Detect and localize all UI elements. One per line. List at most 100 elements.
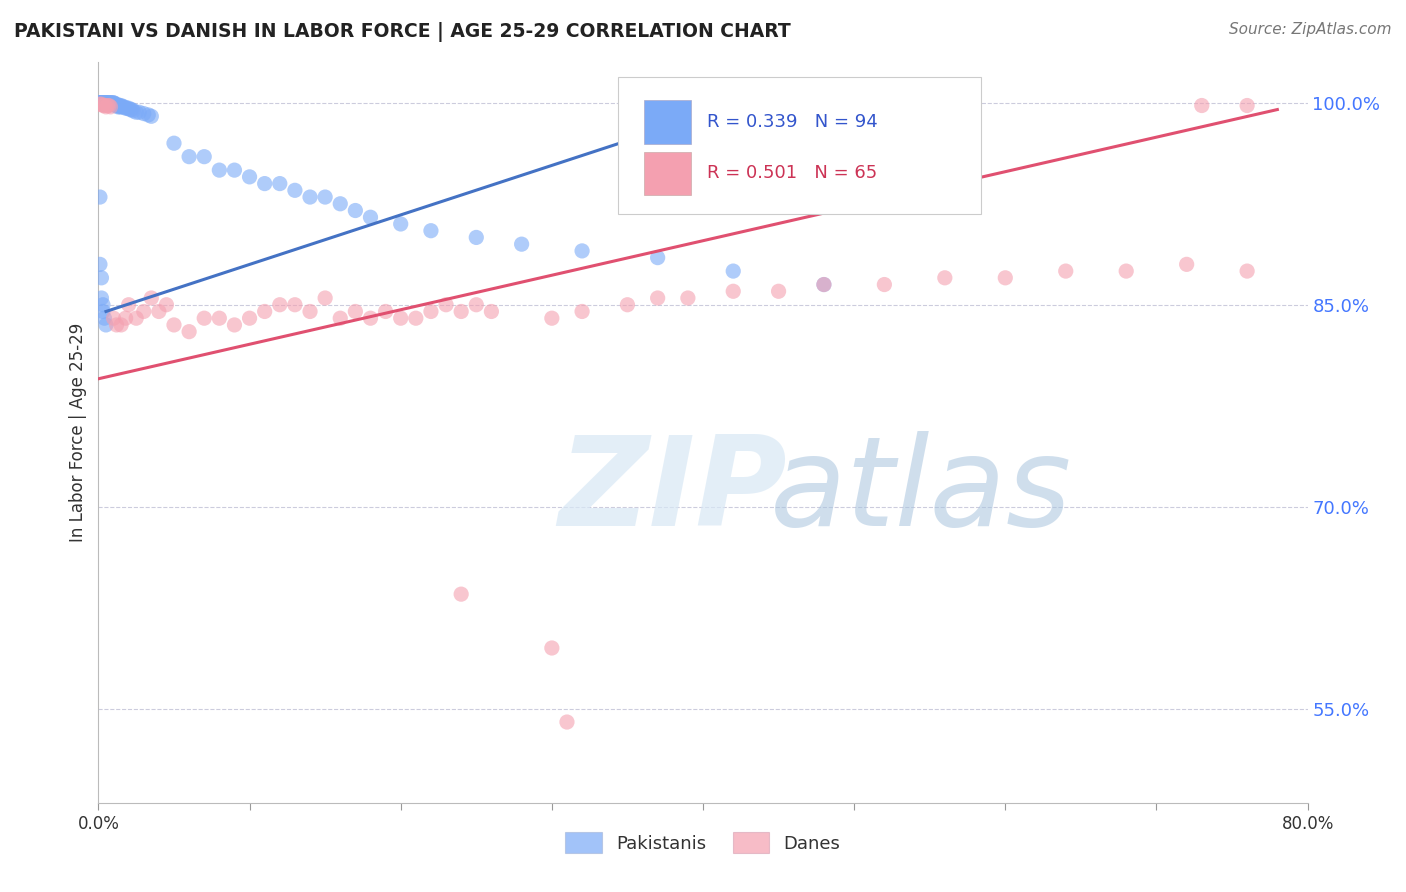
Point bbox=[193, 150, 215, 164]
Point bbox=[540, 311, 562, 326]
Point bbox=[103, 97, 125, 112]
Point bbox=[934, 270, 956, 285]
Point bbox=[91, 95, 114, 110]
Point bbox=[253, 304, 276, 318]
Point bbox=[108, 98, 131, 112]
Point bbox=[329, 196, 352, 211]
Point bbox=[89, 190, 111, 204]
Text: atlas: atlas bbox=[769, 432, 1071, 552]
Point bbox=[269, 298, 291, 312]
Point bbox=[873, 277, 896, 292]
Point bbox=[107, 98, 129, 112]
Point bbox=[555, 714, 578, 729]
Text: R = 0.501   N = 65: R = 0.501 N = 65 bbox=[707, 164, 877, 183]
Point bbox=[98, 95, 121, 110]
Point bbox=[107, 100, 129, 114]
Point bbox=[100, 97, 122, 112]
Text: R = 0.339   N = 94: R = 0.339 N = 94 bbox=[707, 112, 877, 130]
Point bbox=[93, 95, 115, 110]
Point bbox=[389, 311, 412, 326]
Point bbox=[155, 298, 177, 312]
Point bbox=[91, 95, 114, 110]
Point bbox=[314, 190, 336, 204]
Point bbox=[111, 100, 134, 114]
Point bbox=[1236, 264, 1258, 278]
Point bbox=[90, 291, 112, 305]
Point bbox=[360, 311, 382, 326]
Point bbox=[179, 325, 201, 339]
Point bbox=[299, 304, 322, 318]
Point bbox=[100, 95, 122, 110]
Point bbox=[723, 285, 745, 299]
Point bbox=[120, 103, 142, 117]
Point bbox=[128, 105, 150, 120]
Point bbox=[115, 101, 138, 115]
Point bbox=[94, 95, 117, 110]
Point bbox=[93, 95, 115, 110]
Point bbox=[132, 106, 155, 120]
Point bbox=[994, 270, 1017, 285]
Point bbox=[239, 311, 262, 326]
Point bbox=[101, 97, 124, 112]
Point bbox=[344, 203, 367, 218]
Point bbox=[465, 230, 488, 244]
Point bbox=[101, 95, 124, 110]
Point bbox=[163, 136, 186, 151]
Point bbox=[110, 100, 132, 114]
FancyBboxPatch shape bbox=[644, 100, 690, 144]
Point bbox=[269, 177, 291, 191]
Point bbox=[89, 95, 111, 110]
Point bbox=[1175, 257, 1198, 271]
Point bbox=[450, 587, 472, 601]
Point bbox=[122, 103, 145, 118]
Point bbox=[105, 318, 128, 332]
Point bbox=[647, 291, 669, 305]
Point bbox=[91, 95, 114, 110]
Point bbox=[1054, 264, 1077, 278]
Text: PAKISTANI VS DANISH IN LABOR FORCE | AGE 25-29 CORRELATION CHART: PAKISTANI VS DANISH IN LABOR FORCE | AGE… bbox=[14, 22, 790, 42]
Point bbox=[136, 108, 159, 122]
Legend: Pakistanis, Danes: Pakistanis, Danes bbox=[558, 825, 848, 861]
Point bbox=[91, 95, 114, 110]
Y-axis label: In Labor Force | Age 25-29: In Labor Force | Age 25-29 bbox=[69, 323, 87, 542]
Point bbox=[1236, 98, 1258, 112]
Point bbox=[91, 97, 114, 112]
Point bbox=[1191, 98, 1213, 112]
Point bbox=[141, 291, 163, 305]
Point bbox=[103, 97, 125, 112]
Point bbox=[94, 95, 117, 110]
Point bbox=[647, 251, 669, 265]
Point bbox=[224, 163, 246, 178]
Point bbox=[253, 177, 276, 191]
Point bbox=[94, 318, 117, 332]
Point bbox=[208, 163, 231, 178]
Point bbox=[98, 95, 121, 110]
Point bbox=[91, 304, 114, 318]
Point bbox=[813, 277, 835, 292]
Point bbox=[98, 98, 121, 112]
Point bbox=[813, 277, 835, 292]
Point bbox=[96, 95, 118, 110]
Point bbox=[284, 298, 307, 312]
Point bbox=[104, 97, 127, 112]
Point bbox=[314, 291, 336, 305]
Point bbox=[118, 101, 141, 115]
Text: Source: ZipAtlas.com: Source: ZipAtlas.com bbox=[1229, 22, 1392, 37]
Point bbox=[103, 95, 125, 110]
Point bbox=[571, 304, 593, 318]
Point bbox=[208, 311, 231, 326]
Point bbox=[90, 95, 112, 110]
Point bbox=[94, 100, 117, 114]
Point bbox=[224, 318, 246, 332]
Point bbox=[616, 298, 638, 312]
Point bbox=[121, 103, 143, 117]
Point bbox=[94, 97, 117, 112]
Point bbox=[91, 298, 114, 312]
Point bbox=[93, 95, 115, 110]
Point bbox=[89, 95, 111, 110]
Point bbox=[374, 304, 396, 318]
Point bbox=[571, 244, 593, 258]
Point bbox=[329, 311, 352, 326]
Point bbox=[112, 100, 135, 114]
Point bbox=[360, 211, 382, 225]
